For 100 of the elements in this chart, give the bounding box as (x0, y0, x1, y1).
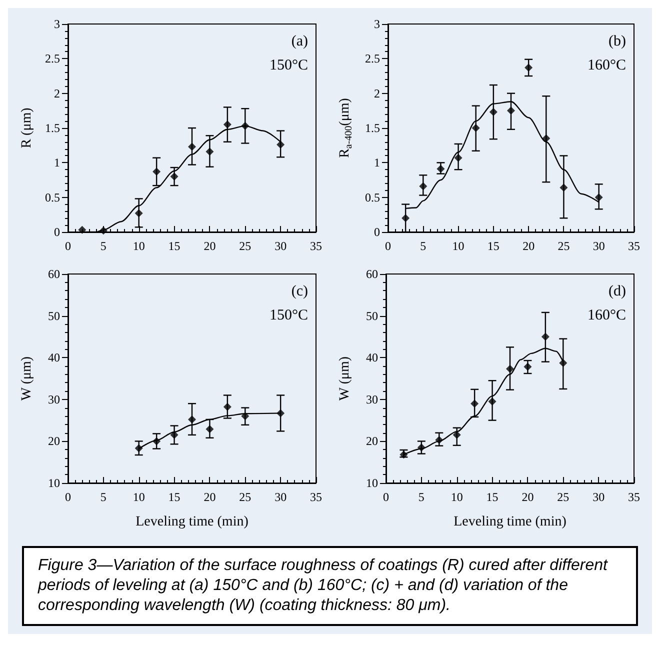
x-tick-label: 15 (168, 239, 180, 253)
point (559, 359, 568, 368)
annotation: (d) (608, 284, 626, 300)
point (134, 444, 143, 452)
x-tick-label: 35 (628, 490, 640, 504)
y-tick-label: 3 (374, 17, 380, 31)
y-axis-title: Ra-400(μm) (338, 98, 354, 158)
point (506, 364, 514, 373)
y-tick-label: 60 (48, 267, 60, 281)
x-tick-label: 25 (557, 490, 570, 504)
x-tick-label: 30 (592, 239, 605, 253)
x-tick-label: 5 (420, 239, 426, 253)
y-axis-title: R (μm) (20, 107, 34, 148)
x-tick-label: 0 (385, 239, 391, 253)
y-tick-label: 0.5 (365, 190, 380, 204)
point (560, 184, 568, 192)
point (276, 140, 285, 149)
x-tick-label: 15 (486, 490, 498, 504)
x-tick-label: 0 (65, 239, 71, 253)
point (134, 209, 143, 218)
point (241, 122, 250, 130)
y-tick-label: 50 (366, 308, 378, 323)
point (223, 402, 232, 411)
y-tick-label: 2 (374, 86, 380, 100)
x-tick-label: 30 (592, 490, 605, 504)
x-tick-label: 35 (628, 239, 640, 253)
y-tick-label: 1 (54, 156, 60, 170)
point (507, 106, 515, 115)
y-tick-label: 2 (54, 86, 60, 100)
y-tick-label: 0.5 (45, 190, 60, 204)
point (417, 443, 426, 452)
x-tick-label: 10 (450, 490, 463, 504)
point (188, 142, 196, 151)
y-tick-label: 20 (366, 434, 378, 448)
y-tick-label: 0 (54, 225, 60, 239)
y-tick-label: 40 (48, 350, 60, 365)
x-tick-label: 5 (100, 239, 106, 253)
x-tick-label: 0 (65, 490, 71, 504)
point (152, 437, 161, 446)
annotation: (b) (608, 34, 626, 50)
point (206, 425, 214, 434)
x-tick-label: 5 (100, 490, 106, 504)
y-tick-label: 50 (48, 308, 60, 323)
x-axis-title: Leveling time (min) (136, 514, 249, 530)
y-tick-label: 1 (374, 156, 380, 170)
point (524, 362, 532, 371)
x-tick-label: 35 (310, 490, 322, 504)
annotation: (c) (291, 284, 308, 300)
annotation: (a) (291, 34, 308, 50)
point (241, 412, 250, 420)
y-tick-label: 0 (374, 225, 380, 239)
annotation: 160°C (587, 308, 626, 324)
y-tick-label: 30 (48, 392, 60, 406)
annotation: 150°C (269, 308, 308, 324)
x-tick-label: 20 (522, 239, 535, 253)
x-tick-label: 15 (487, 239, 500, 253)
point (188, 415, 196, 424)
point (470, 400, 479, 408)
x-tick-label: 15 (168, 490, 180, 504)
x-tick-label: 30 (274, 490, 287, 504)
point (488, 397, 496, 406)
annotation: 160°C (587, 58, 626, 74)
point (436, 164, 445, 173)
x-tick-label: 25 (558, 239, 570, 253)
x-tick-label: 10 (132, 490, 145, 504)
point (542, 134, 550, 142)
point (78, 226, 86, 234)
point (152, 168, 161, 176)
y-axis-title: W (μm) (20, 356, 34, 401)
x-tick-label: 20 (204, 490, 216, 504)
x-tick-label: 20 (204, 239, 216, 253)
y-tick-label: 10 (48, 476, 60, 490)
point (419, 182, 428, 190)
point (594, 193, 603, 202)
x-tick-label: 10 (132, 239, 145, 253)
point (223, 120, 232, 129)
point (472, 124, 480, 132)
point (276, 409, 285, 418)
point (541, 332, 550, 341)
point (454, 154, 462, 162)
x-axis-title: Leveling time (min) (454, 514, 567, 530)
y-tick-label: 2.5 (365, 52, 380, 66)
point (206, 148, 214, 156)
y-tick-label: 30 (366, 392, 378, 406)
y-axis-title: W (μm) (338, 356, 352, 401)
x-tick-label: 35 (310, 239, 322, 253)
y-tick-label: 20 (48, 434, 60, 448)
x-tick-label: 25 (239, 239, 252, 253)
point (170, 430, 178, 439)
x-tick-label: 25 (239, 490, 252, 504)
x-tick-label: 0 (383, 490, 389, 504)
x-tick-label: 20 (522, 490, 534, 504)
x-tick-label: 30 (274, 239, 287, 253)
point (524, 64, 533, 72)
point (489, 108, 498, 116)
point (170, 172, 178, 181)
x-tick-label: 5 (418, 490, 424, 504)
y-tick-label: 40 (366, 350, 378, 365)
y-tick-label: 1.5 (45, 121, 60, 135)
point (402, 214, 410, 222)
